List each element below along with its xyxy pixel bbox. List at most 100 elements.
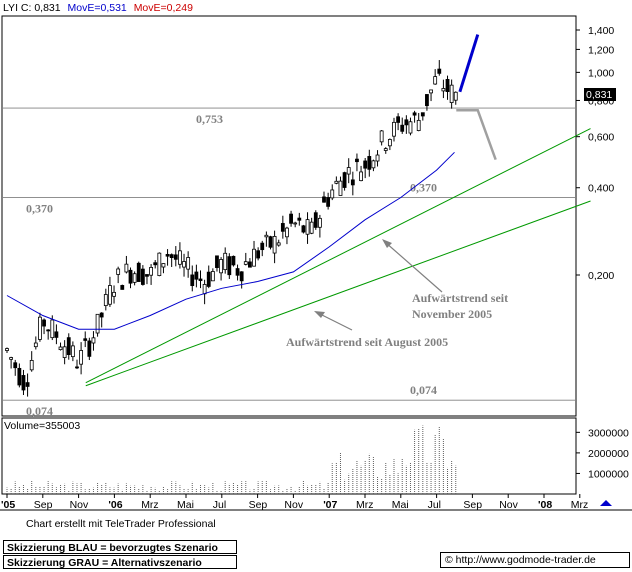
candle-body (326, 197, 331, 207)
candle-body (313, 212, 318, 228)
candle-body (293, 222, 298, 225)
annotation-november-line2: November 2005 (412, 307, 492, 321)
y-tick-label: 0,600 (588, 132, 614, 144)
candle-body (54, 331, 59, 338)
candle-body (161, 263, 166, 268)
candle-body (165, 254, 170, 257)
candle-body (408, 121, 413, 134)
x-tick-label: Nov (499, 499, 518, 511)
candle-body (297, 217, 302, 221)
candle-body (178, 250, 182, 265)
candle-body (280, 223, 285, 232)
x-tick-label: Sep (249, 499, 268, 511)
trendline (85, 128, 591, 384)
candle-body (371, 160, 376, 169)
header-ma1: MovE=0,531 (68, 2, 127, 14)
candle-body (256, 250, 261, 259)
candle-body (260, 242, 265, 251)
candle-body (128, 269, 133, 284)
header-close: LYI C: 0,831 MovE=0,531 MovE=0,249 (3, 2, 193, 14)
y-tick-label: 1,400 (588, 25, 614, 37)
candle-body (206, 271, 211, 287)
x-tick-label: Mrz (141, 499, 159, 511)
candle-body (441, 88, 446, 92)
y-tick-label: 0,200 (588, 270, 614, 282)
candle-body (190, 274, 195, 287)
candle-body (157, 252, 162, 276)
candle-body (140, 268, 145, 285)
candle-body (112, 291, 116, 297)
candle-body (153, 262, 158, 266)
candle-body (13, 362, 18, 369)
x-tick-label: Nov (70, 499, 89, 511)
candle-body (108, 285, 112, 305)
candle-body (70, 345, 75, 358)
candle-body (227, 256, 232, 276)
annotation-november-line1: Aufwärtstrend seit (412, 291, 508, 305)
x-tick-label: Jul (213, 499, 226, 511)
candle-body (38, 316, 42, 340)
candle-body (453, 91, 458, 101)
candle-body (132, 273, 137, 283)
scroll-arrow-icon[interactable] (600, 500, 612, 506)
annotation-november: Aufwärtstrend seit November 2005 (382, 239, 508, 321)
footer-note: Chart erstellt mit TeleTrader Profession… (26, 518, 216, 530)
candle-body (400, 124, 405, 132)
candle-body (305, 219, 310, 235)
candle-body (367, 156, 372, 170)
candle-body (359, 171, 363, 182)
level-label-left: 0,370 (26, 202, 53, 216)
candle-body (317, 217, 322, 228)
candle-body (169, 254, 174, 258)
x-tick-label: '05 (1, 499, 15, 511)
candle-body (449, 84, 454, 103)
candle-body (264, 234, 269, 238)
legend-grey: Skizzierung GRAU = Alternativszenario (3, 555, 237, 569)
trendline (85, 200, 591, 387)
candle-body (62, 346, 67, 358)
candle-body (285, 227, 289, 238)
x-axis-ticks: '05 Sep Nov '06 Mrz Mai Jul Sep Nov '07 Mrz Mai Jul S… (1, 494, 588, 511)
candle-body (9, 357, 14, 360)
candle-body (416, 119, 421, 131)
candle-body (404, 119, 409, 126)
candle-body (173, 254, 178, 260)
candle-body (87, 340, 92, 357)
candle-body (194, 271, 199, 280)
copyright-icon: © (445, 554, 453, 566)
price-panel-frame (1, 15, 577, 417)
candle-body (363, 160, 368, 169)
candle-body (350, 179, 355, 186)
x-tick-label: Mai (177, 499, 194, 511)
x-tick-label: Mrz (356, 499, 374, 511)
moving-average-line (6, 151, 455, 330)
volume-y-label: 2000000 (588, 448, 629, 460)
trendlines (85, 128, 591, 387)
x-tick-label: Mai (392, 499, 409, 511)
candle-body (412, 112, 417, 116)
candle-body (33, 342, 38, 348)
candle-body (91, 337, 96, 344)
credit-link[interactable]: http://www.godmode-trader.de (455, 554, 596, 566)
legend-blue: Skizzierung BLAU = bevorzugtes Szenario (3, 540, 237, 554)
candle-body (243, 261, 248, 265)
candle-body (42, 319, 46, 327)
candle-body (83, 338, 88, 341)
candle-body (445, 79, 450, 92)
candle-body (375, 154, 380, 162)
credit-box[interactable]: © http://www.godmode-trader.de (440, 552, 630, 568)
candle-body (248, 261, 252, 268)
candle-body (99, 312, 104, 318)
candle-body (239, 271, 244, 282)
candle-body (235, 268, 240, 276)
price-tag: 0,831 (586, 89, 612, 101)
candle-body (186, 257, 191, 270)
candle-body (379, 130, 384, 143)
x-tick-label: Mrz (571, 499, 589, 511)
x-tick-label: '06 (108, 499, 122, 511)
level-label-left: 0,753 (196, 112, 223, 126)
candle-body (223, 252, 228, 271)
candle-body (75, 366, 79, 369)
